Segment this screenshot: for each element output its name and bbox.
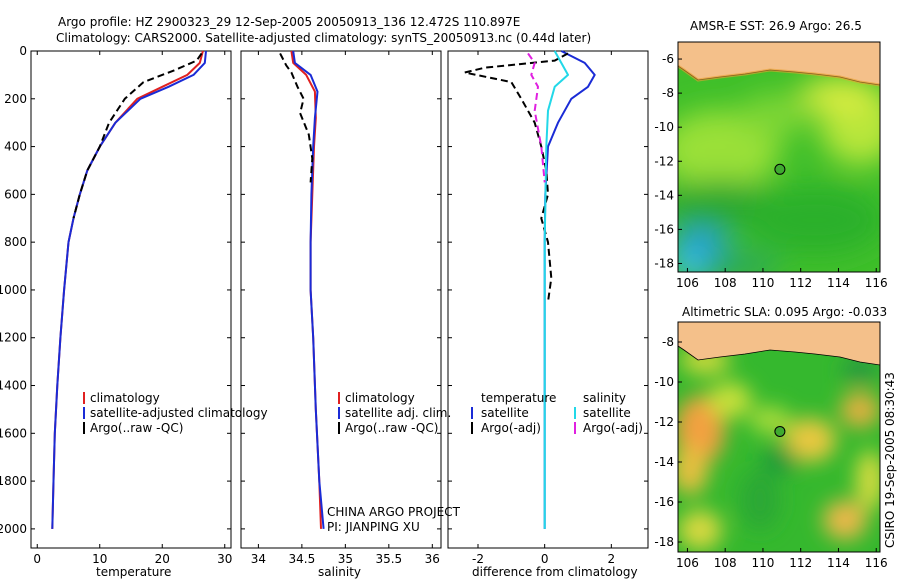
difference-plot: -2 0 2 [448, 50, 648, 566]
xtick-label: 0 [541, 552, 549, 566]
sla-argo-marker [774, 425, 786, 437]
series-line-salinity-satellite [543, 50, 569, 529]
ytick-label: 0 [19, 44, 27, 58]
map-xtick-label: 108 [714, 556, 737, 570]
ytick-label: 200 [4, 92, 27, 106]
ytick-label: 1400 [0, 379, 27, 393]
project-pi: PI: JIANPING XU [327, 520, 420, 534]
salinity-legend-argo: Argo(..raw -QC) [345, 421, 438, 435]
temperature-xlabel: temperature [96, 565, 171, 579]
series-line-climatology [51, 50, 204, 529]
difference-legend-sal-argo: Argo(-adj) [583, 421, 643, 435]
ytick-label: 1600 [0, 426, 27, 440]
salinity-xlabel: salinity [318, 565, 361, 579]
xtick-label: 34 [251, 552, 266, 566]
sla-map-field [678, 322, 880, 552]
xtick-label: 20 [155, 552, 170, 566]
sla-map-axes: 106 108 110 112 114 116 -8 -10 -12 -14 -16 -18 [654, 335, 887, 570]
sla-map-title: Altimetric SLA: 0.095 Argo: -0.033 [682, 305, 887, 319]
temperature-panel [30, 50, 232, 549]
difference-legend-sal-sat: satellite [583, 406, 631, 420]
sst-map-title: AMSR-E SST: 26.9 Argo: 26.5 [690, 19, 862, 33]
series-line-climatology [290, 50, 322, 529]
xtick-label: -2 [472, 552, 484, 566]
temperature-legend-argo: Argo(..raw -QC) [90, 421, 183, 435]
map-ytick-label: -18 [654, 256, 674, 270]
sst-argo-marker [774, 163, 786, 175]
series-line-argo-raw-qc- [72, 52, 203, 219]
map-xtick-label: 110 [752, 556, 775, 570]
series-line-temperature-argo-adj- [463, 52, 569, 303]
map-xtick-label: 108 [714, 276, 737, 290]
map-xtick-label: 114 [827, 556, 850, 570]
series-line-satellite-adjusted-climatology [51, 50, 207, 529]
xtick-label: 30 [217, 552, 232, 566]
map-xtick-label: 116 [865, 556, 888, 570]
ytick-label: 600 [4, 187, 27, 201]
map-xtick-label: 106 [676, 556, 699, 570]
xtick-label: 10 [92, 552, 107, 566]
ytick-label: 800 [4, 235, 27, 249]
temperature-legend-clim: climatology [90, 391, 160, 405]
header-line2: Climatology: CARS2000. Satellite-adjuste… [56, 31, 591, 45]
temperature-plot: 0 10 20 30 0 200 400 600 800 1000 1200 1400 1600 1800… [0, 44, 232, 566]
map-ytick-label: -10 [654, 120, 674, 134]
map-ytick-label: -12 [654, 154, 674, 168]
map-ytick-label: -16 [654, 495, 674, 509]
map-xtick-label: 112 [789, 276, 812, 290]
header-line1: Argo profile: HZ 2900323_29 12-Sep-2005 … [58, 15, 520, 29]
series-line-salinity-argo-adj- [527, 52, 546, 183]
sst-map-field [678, 42, 880, 272]
temperature-legend-sat: satellite-adjusted climatology [90, 406, 268, 420]
salinity-panel [240, 50, 442, 549]
ytick-label: 1200 [0, 331, 27, 345]
ytick-label: 2000 [0, 522, 27, 536]
map-ytick-label: -14 [654, 188, 674, 202]
map-ytick-label: -10 [654, 375, 674, 389]
xtick-label: 35.5 [375, 552, 402, 566]
temperature-legend: climatology satellite-adjusted climatolo… [83, 391, 268, 435]
map-ytick-label: -8 [662, 86, 674, 100]
salinity-plot: 34 34.5 35 35.5 36 [241, 50, 441, 566]
difference-legend-title-temp: temperature [481, 391, 556, 405]
salinity-legend: climatology satellite adj. clim. Argo(..… [338, 391, 451, 435]
series-line-argo-raw-qc- [279, 52, 314, 183]
map-ytick-label: -12 [654, 415, 674, 429]
xtick-label: 35 [338, 552, 353, 566]
difference-xlabel: difference from climatology [472, 565, 638, 579]
xtick-label: 0 [33, 552, 41, 566]
project-name: CHINA ARGO PROJECT [327, 505, 461, 519]
xtick-label: 34.5 [289, 552, 316, 566]
map-ytick-label: -8 [662, 335, 674, 349]
map-xtick-label: 110 [752, 276, 775, 290]
difference-legend-temp-argo: Argo(-adj) [481, 421, 541, 435]
map-xtick-label: 116 [865, 276, 888, 290]
map-xtick-label: 106 [676, 276, 699, 290]
difference-legend-temp-sat: satellite [481, 406, 529, 420]
series-line-satellite-adj-clim- [292, 50, 325, 529]
ytick-label: 1800 [0, 474, 27, 488]
csiro-stamp: CSIRO 19-Sep-2005 08:30:43 [883, 372, 897, 548]
ytick-label: 400 [4, 140, 27, 154]
sst-map-axes: 106 108 110 112 114 116 -6 -8 -10 -12 -14 -16 -18 [654, 52, 887, 290]
xtick-label: 36 [425, 552, 440, 566]
difference-legend: temperature salinity satellite Argo(-adj… [471, 391, 643, 435]
map-ytick-label: -6 [662, 52, 674, 66]
salinity-legend-clim: climatology [345, 391, 415, 405]
map-xtick-label: 114 [827, 276, 850, 290]
series-line-temperature-satellite [543, 50, 596, 529]
difference-legend-title-sal: salinity [583, 391, 626, 405]
xtick-label: 2 [608, 552, 616, 566]
map-ytick-label: -14 [654, 455, 674, 469]
difference-panel [447, 50, 649, 549]
ytick-label: 1000 [0, 283, 27, 297]
map-ytick-label: -18 [654, 535, 674, 549]
salinity-legend-sat: satellite adj. clim. [345, 406, 451, 420]
map-xtick-label: 112 [789, 556, 812, 570]
map-ytick-label: -16 [654, 222, 674, 236]
